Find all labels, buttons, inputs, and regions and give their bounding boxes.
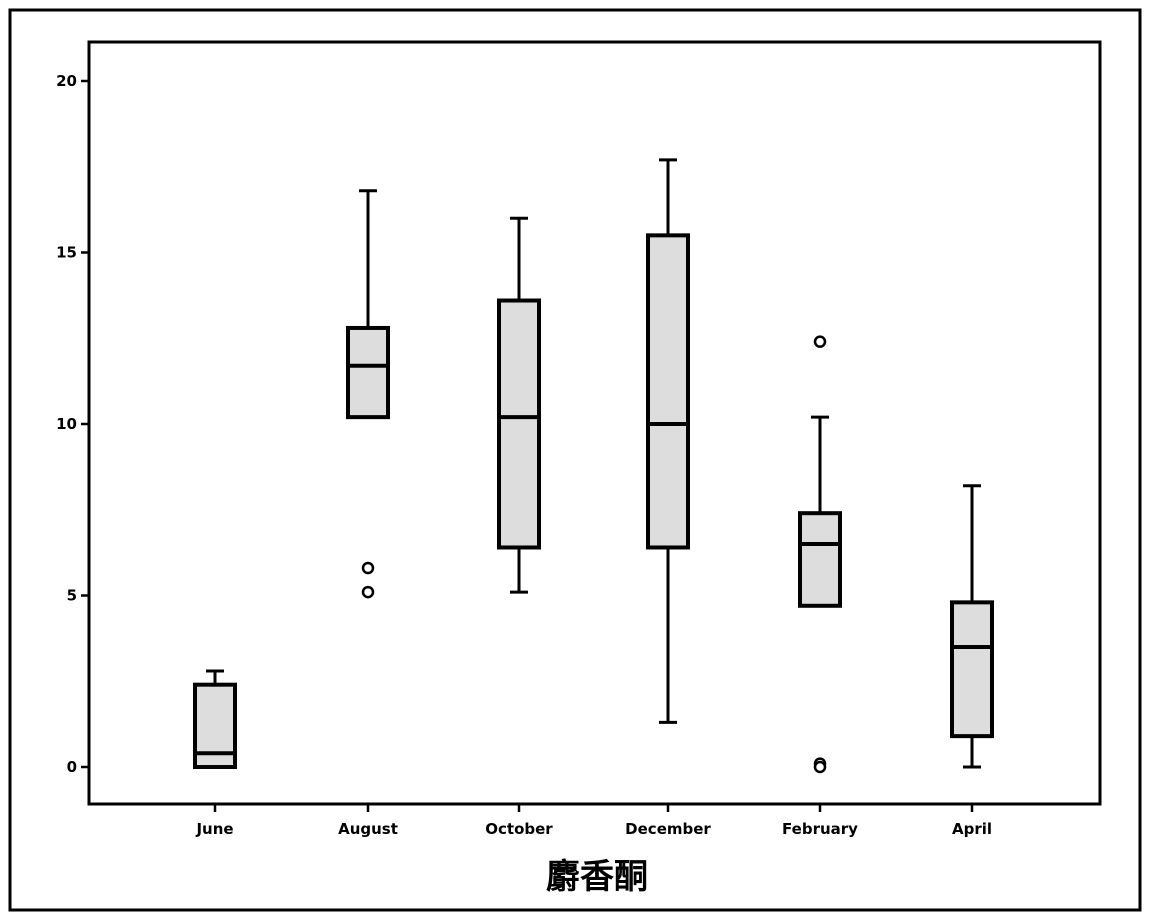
outlier-point [815, 762, 825, 772]
x-tick-label: February [782, 820, 858, 838]
outlier-point [363, 587, 373, 597]
y-tick-label: 20 [56, 72, 77, 90]
y-tick-label: 15 [56, 244, 77, 262]
x-tick-label: August [338, 820, 398, 838]
outlier-point [363, 563, 373, 573]
x-tick-label: December [625, 820, 711, 838]
x-axis-title: 麝香酮 [546, 857, 648, 897]
box-group [195, 671, 235, 767]
x-tick-label: June [195, 820, 233, 838]
y-tick-label: 10 [56, 415, 77, 433]
plot-area [89, 42, 1100, 804]
outlier-point [815, 337, 825, 347]
y-tick-label: 0 [67, 758, 77, 776]
iqr-box [648, 235, 688, 547]
x-tick-label: April [952, 820, 992, 838]
iqr-box [348, 328, 388, 417]
iqr-box [499, 301, 539, 548]
iqr-box [800, 513, 840, 606]
y-tick-label: 5 [67, 587, 77, 605]
iqr-box [952, 602, 992, 736]
x-tick-label: October [485, 820, 553, 838]
